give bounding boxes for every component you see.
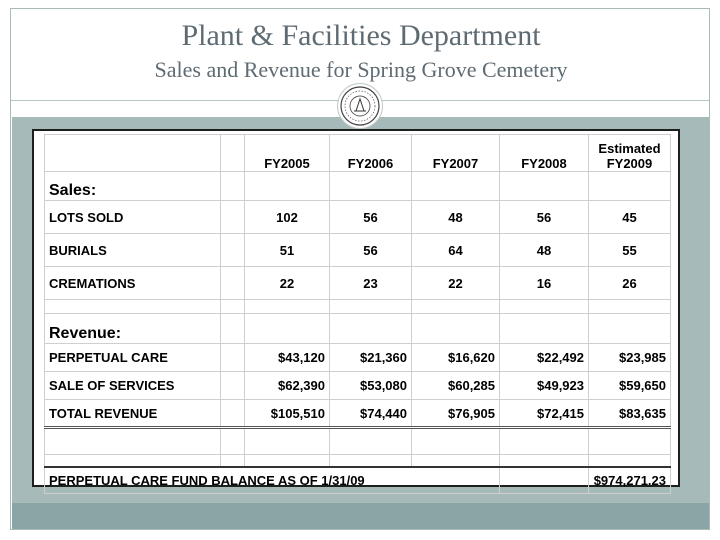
- cell-value: 56: [329, 233, 412, 267]
- cell-value: $49,923: [499, 371, 589, 400]
- row-label: PERPETUAL CARE: [44, 343, 221, 372]
- col-header-estimated: Estimated FY2009: [588, 134, 671, 172]
- cell-value: 102: [244, 200, 330, 234]
- cell-value: $60,285: [411, 371, 500, 400]
- cell-value: $22,492: [499, 343, 589, 372]
- cell-value: 48: [411, 200, 500, 234]
- cell-value: 56: [329, 200, 412, 234]
- cell-value: 45: [588, 200, 671, 234]
- cell-value: $23,985: [588, 343, 671, 372]
- cell-value: 56: [499, 200, 589, 234]
- table-row: LOTS SOLD 102 56 48 56 45: [44, 200, 671, 234]
- col-header: FY2005: [244, 134, 330, 172]
- col-header: FY2008: [499, 134, 589, 172]
- table-row: BURIALS 51 56 64 48 55: [44, 233, 671, 267]
- table-row: PERPETUAL CARE $43,120 $21,360 $16,620 $…: [44, 343, 671, 372]
- table-row: CREMATIONS 22 23 22 16 26: [44, 266, 671, 300]
- fund-balance-label: PERPETUAL CARE FUND BALANCE AS OF 1/31/0…: [44, 465, 500, 494]
- cell-value: 55: [588, 233, 671, 267]
- cell-value: 64: [411, 233, 500, 267]
- row-label: CREMATIONS: [44, 266, 221, 300]
- cell-value: 26: [588, 266, 671, 300]
- total-row: TOTAL REVENUE $105,510 $74,440 $76,905 $…: [44, 399, 671, 429]
- row-label: SALE OF SERVICES: [44, 371, 221, 400]
- row-label: BURIALS: [44, 233, 221, 267]
- spacer-row: [44, 454, 671, 467]
- spacer-row: [44, 427, 671, 455]
- row-label: TOTAL REVENUE: [44, 399, 221, 429]
- cell-value: $53,080: [329, 371, 412, 400]
- col-header: FY2007: [411, 134, 500, 172]
- city-seal-icon: [337, 83, 383, 129]
- col-header: FY2006: [329, 134, 412, 172]
- estimated-label: Estimated: [598, 141, 661, 156]
- cell-value: $62,390: [244, 371, 330, 400]
- cell-value: 23: [329, 266, 412, 300]
- cell-value: $83,635: [588, 399, 671, 429]
- cell-value: $21,360: [329, 343, 412, 372]
- section-row: Sales:: [44, 171, 671, 201]
- cell-value: $43,120: [244, 343, 330, 372]
- section-heading: Sales:: [44, 171, 221, 201]
- cell-value: 51: [244, 233, 330, 267]
- cell-value: $72,415: [499, 399, 589, 429]
- cell-value: 22: [411, 266, 500, 300]
- page-subtitle: Sales and Revenue for Spring Grove Cemet…: [154, 57, 568, 82]
- cell-value: $74,440: [329, 399, 412, 429]
- cell-value: 48: [499, 233, 589, 267]
- revenue-table: FY2005 FY2006 FY2007 FY2008 Estimated FY…: [44, 134, 671, 494]
- table-row: SALE OF SERVICES $62,390 $53,080 $60,285…: [44, 371, 671, 400]
- section-row: Revenue:: [44, 313, 671, 344]
- cell-value: $16,620: [411, 343, 500, 372]
- estimated-year: FY2009: [606, 156, 653, 171]
- row-label: LOTS SOLD: [44, 200, 221, 234]
- spacer-row: [44, 299, 671, 314]
- cell-value: $59,650: [588, 371, 671, 400]
- header-row: FY2005 FY2006 FY2007 FY2008 Estimated FY…: [44, 134, 671, 172]
- cell-value: $76,905: [411, 399, 500, 429]
- footer-bar: [12, 503, 709, 529]
- cell-value: 16: [499, 266, 589, 300]
- revenue-table-frame: FY2005 FY2006 FY2007 FY2008 Estimated FY…: [32, 129, 680, 494]
- fund-balance-value: $974,271.23: [588, 465, 671, 494]
- cell-value: 22: [244, 266, 330, 300]
- section-heading: Revenue:: [44, 313, 221, 344]
- page-title: Plant & Facilities Department: [181, 19, 541, 52]
- cell-value: $105,510: [244, 399, 330, 429]
- fund-balance-row: PERPETUAL CARE FUND BALANCE AS OF 1/31/0…: [44, 465, 671, 494]
